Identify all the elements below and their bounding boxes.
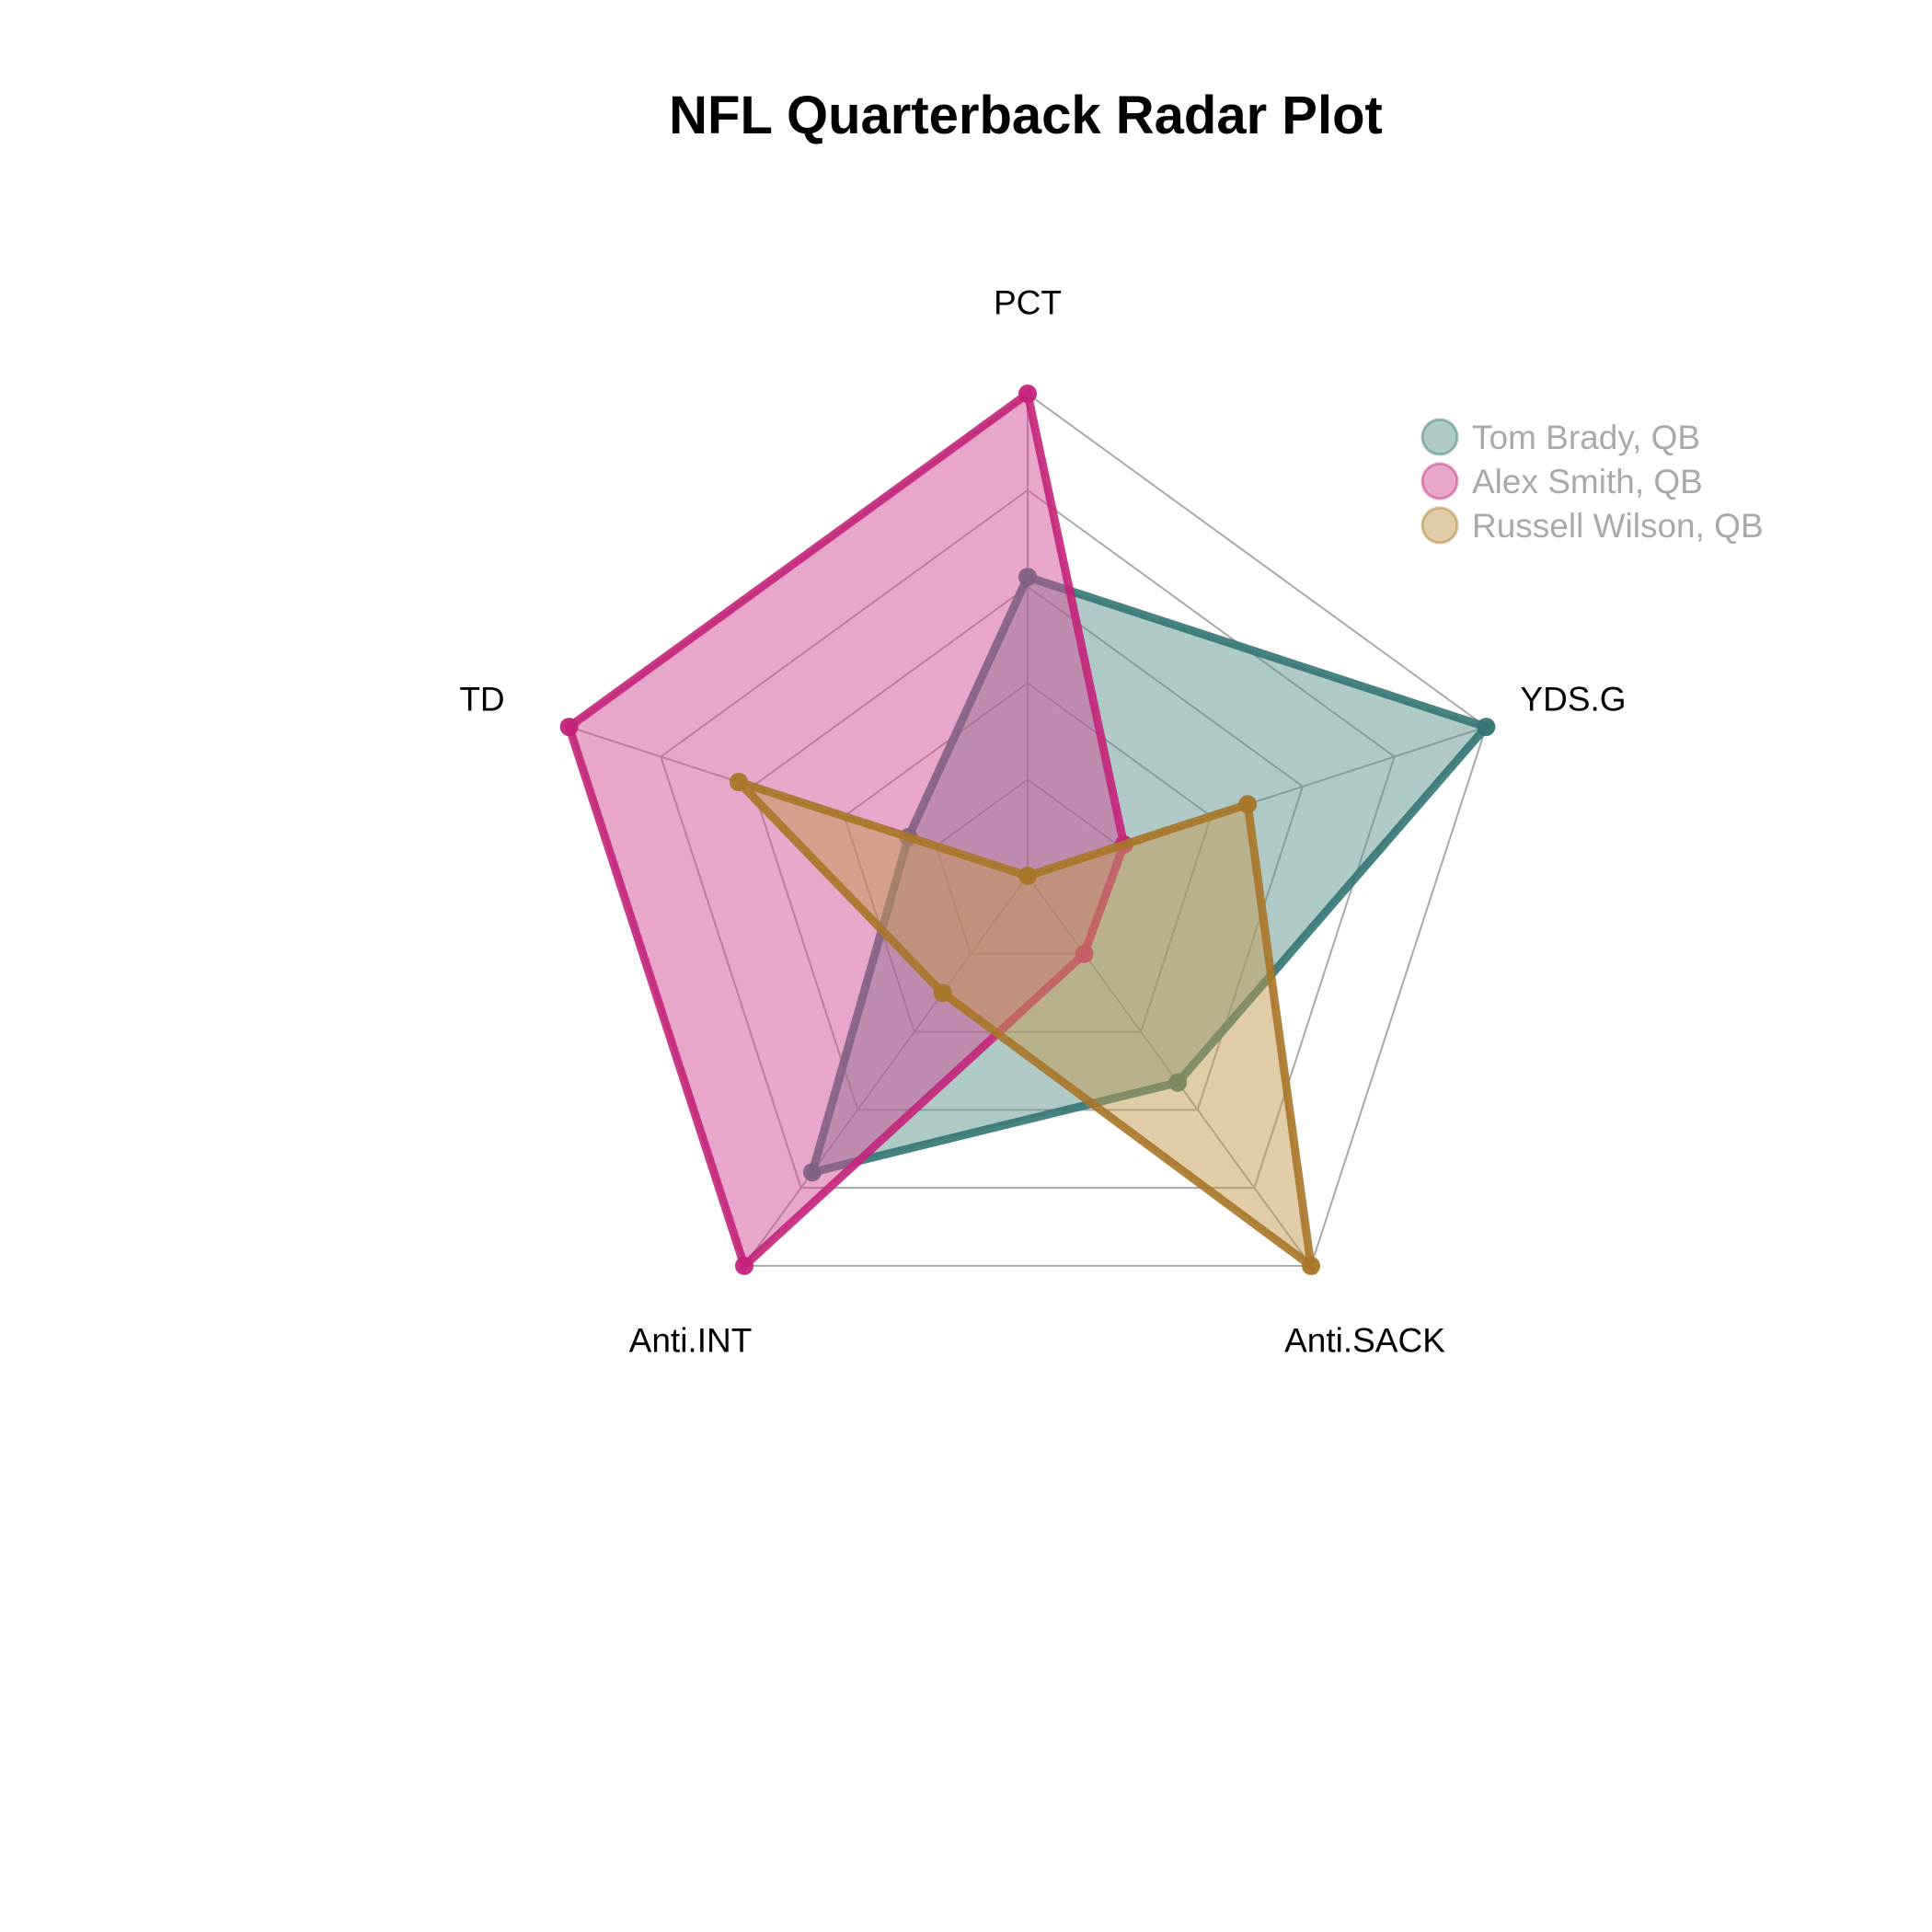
radar-series	[559, 385, 1496, 1275]
series-2-point-pct	[1018, 385, 1037, 403]
axis-label-anti-sack: Anti.SACK	[1284, 1322, 1445, 1360]
chart-title: NFL Quarterback Radar Plot	[669, 86, 1383, 145]
axis-label-td: TD	[459, 680, 504, 718]
legend-swatch-2	[1420, 462, 1459, 500]
axis-label-yds-g: YDS.G	[1520, 680, 1626, 718]
series-2-point-td	[559, 718, 579, 737]
axis-labels: PCT YDS.G Anti.SACK Anti.INT TD	[459, 283, 1626, 1359]
series-2-point-anti-int	[735, 1256, 753, 1275]
legend-swatch-1	[1420, 418, 1459, 456]
series-3-point-pct	[1018, 867, 1037, 885]
axis-label-anti-int: Anti.INT	[629, 1322, 753, 1360]
legend-label-2: Alex Smith, QB	[1472, 463, 1703, 500]
axis-label-pct: PCT	[994, 283, 1062, 321]
legend-label-1: Tom Brady, QB	[1472, 419, 1700, 456]
legend[interactable]: Tom Brady, QB Alex Smith, QB Russell Wilso…	[1420, 418, 1764, 545]
series-1-point-yds-g	[1477, 718, 1496, 737]
series-3-point-anti-int	[933, 983, 952, 1003]
series-3-point-anti-sack	[1302, 1256, 1320, 1275]
series-3	[730, 773, 1320, 1275]
series-polygon-3	[735, 777, 1317, 1275]
legend-label-3: Russell Wilson, QB	[1472, 507, 1764, 545]
series-3-point-yds-g	[1238, 795, 1258, 814]
series-3-point-td	[730, 773, 748, 791]
legend-swatch-3	[1420, 506, 1459, 545]
